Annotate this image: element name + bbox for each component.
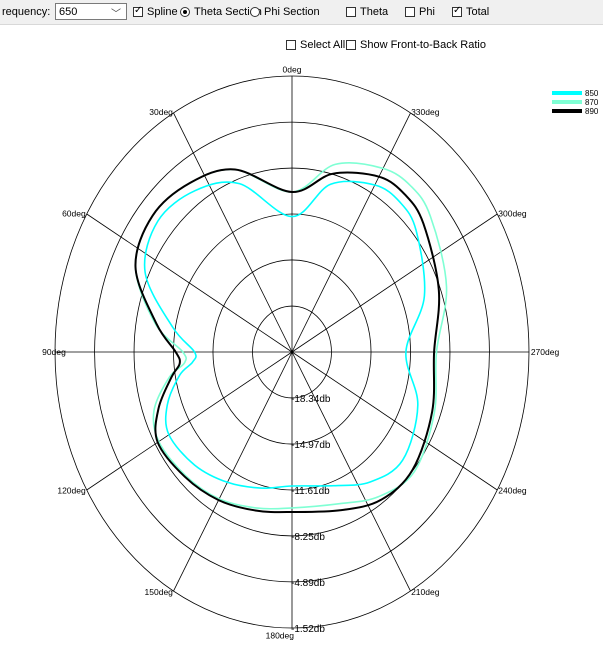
checkbox-icon <box>346 40 356 50</box>
phi-label: Phi <box>419 6 435 18</box>
frequency-select[interactable]: 650 ﹀ <box>55 3 127 20</box>
grid-spoke <box>291 213 498 353</box>
theta-checkbox[interactable]: Theta <box>346 6 388 18</box>
radial-label: -14.97db <box>291 440 331 451</box>
total-label: Total <box>466 6 490 18</box>
angle-label: 180deg <box>266 630 295 640</box>
angle-label: 240deg <box>498 486 527 496</box>
legend-label: 850 <box>585 89 599 98</box>
angle-label: 30deg <box>149 107 173 117</box>
frequency-label: requency: <box>2 6 51 18</box>
radio-icon <box>250 7 260 17</box>
angle-label: 90deg <box>42 347 66 357</box>
grid-spoke <box>173 351 293 592</box>
radial-label: -18.34db <box>291 394 331 405</box>
checkbox-icon <box>452 5 462 17</box>
chevron-down-icon: ﹀ <box>111 9 121 20</box>
theta-section-radio[interactable]: Theta Section <box>180 6 262 18</box>
grid-spoke <box>173 112 293 353</box>
angle-label: 0deg <box>283 65 302 75</box>
front-to-back-label: Show Front-to-Back Ratio <box>360 39 486 51</box>
radio-icon <box>180 7 190 17</box>
series-line <box>143 180 426 489</box>
grid-spoke <box>291 112 411 353</box>
spline-label: Spline <box>147 6 178 18</box>
angle-label: 330deg <box>411 107 440 117</box>
theta-section-label: Theta Section <box>194 6 262 18</box>
spline-checkbox[interactable]: Spline <box>133 5 178 18</box>
select-all-checkbox[interactable]: Select All <box>286 39 345 51</box>
angle-label: 60deg <box>62 208 86 218</box>
series-line <box>134 162 448 510</box>
total-checkbox[interactable]: Total <box>452 5 490 18</box>
angle-label: 120deg <box>57 486 86 496</box>
checkbox-icon <box>286 40 296 50</box>
front-to-back-checkbox[interactable]: Show Front-to-Back Ratio <box>346 39 486 51</box>
radial-label: -4.89db <box>291 578 325 589</box>
toolbar: requency: 650 ﹀ Spline Theta Section Phi… <box>0 0 603 25</box>
radial-label: -1.52db <box>291 624 325 635</box>
grid-spoke <box>291 351 498 491</box>
grid-spoke <box>86 213 293 353</box>
radial-label: -8.25db <box>291 532 325 543</box>
grid-spoke <box>86 351 293 491</box>
checkbox-icon <box>133 5 143 17</box>
phi-section-label: Phi Section <box>264 6 320 18</box>
angle-label: 270deg <box>531 347 560 357</box>
angle-label: 300deg <box>498 208 527 218</box>
legend-label: 890 <box>585 107 599 116</box>
select-all-label: Select All <box>300 39 346 51</box>
legend-label: 870 <box>585 98 599 107</box>
grid-spoke <box>291 351 411 592</box>
checkbox-icon <box>405 7 415 17</box>
theta-label: Theta <box>360 6 389 18</box>
series-line <box>134 168 441 514</box>
radial-label: -11.61db <box>291 486 330 497</box>
phi-checkbox[interactable]: Phi <box>405 6 435 18</box>
checkbox-icon <box>346 7 356 17</box>
frequency-value: 650 <box>59 6 78 18</box>
angle-label: 150deg <box>145 587 174 597</box>
angle-label: 210deg <box>411 587 440 597</box>
phi-section-radio[interactable]: Phi Section <box>250 6 320 18</box>
